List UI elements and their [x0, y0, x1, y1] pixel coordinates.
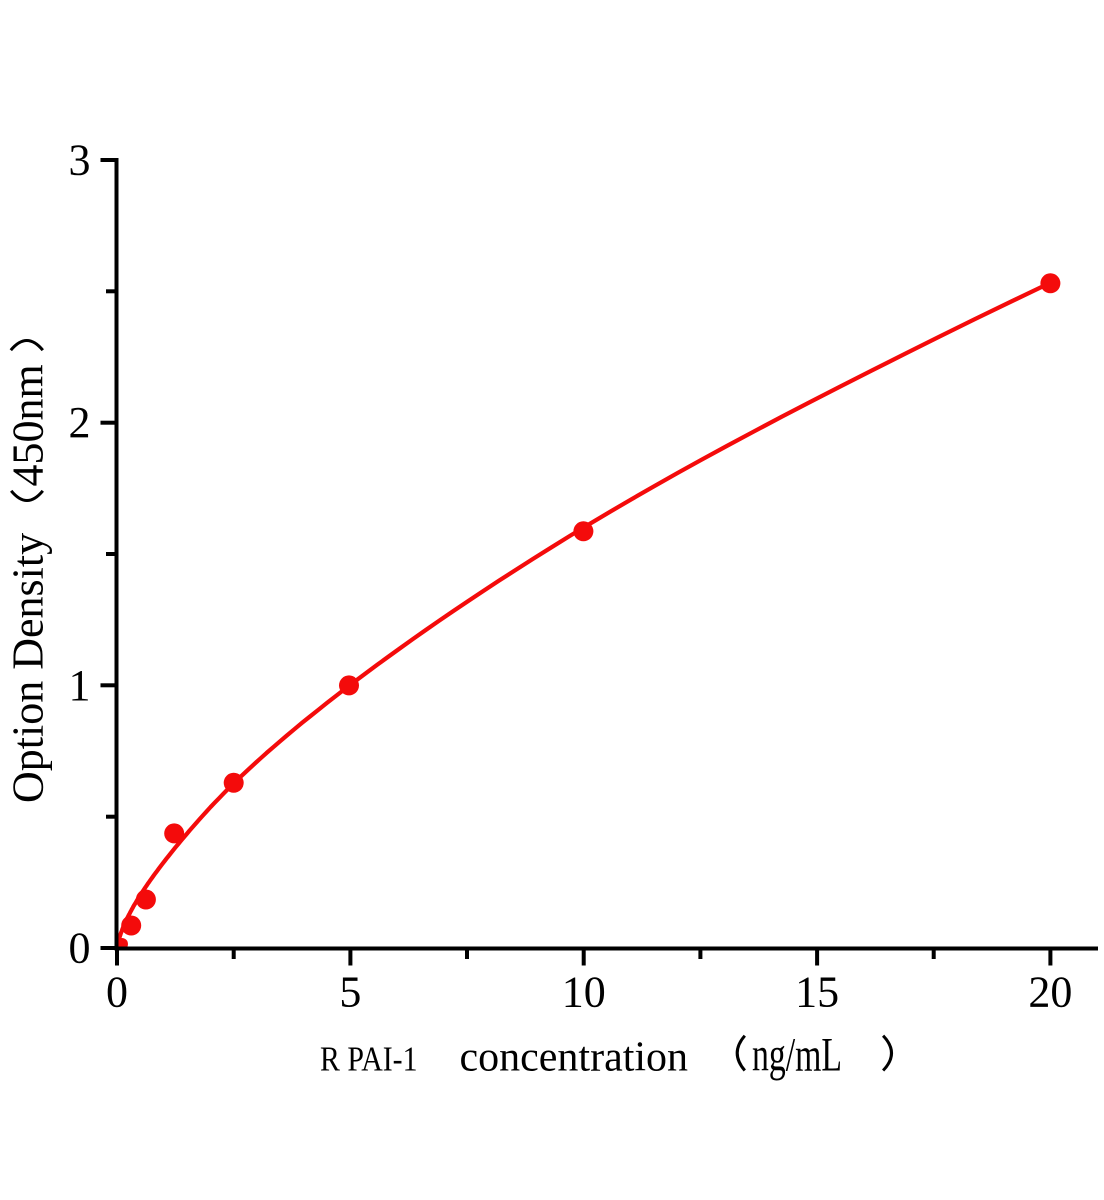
svg-text:10: 10	[562, 968, 606, 1017]
svg-text:2: 2	[69, 398, 91, 447]
svg-text:ng/mL: ng/mL	[752, 1029, 842, 1082]
svg-text:5: 5	[339, 968, 361, 1017]
svg-text:0: 0	[106, 968, 128, 1017]
svg-text:0: 0	[69, 924, 91, 973]
svg-text:concentration: concentration	[460, 1035, 689, 1081]
svg-text:Option Density450nm: Option Density450nm	[4, 364, 53, 803]
svg-text:3: 3	[69, 136, 91, 185]
svg-text:R PAI-1: R PAI-1	[320, 1040, 418, 1079]
svg-text:15: 15	[795, 968, 839, 1017]
svg-text:1: 1	[69, 661, 91, 710]
svg-text:20: 20	[1028, 968, 1072, 1017]
